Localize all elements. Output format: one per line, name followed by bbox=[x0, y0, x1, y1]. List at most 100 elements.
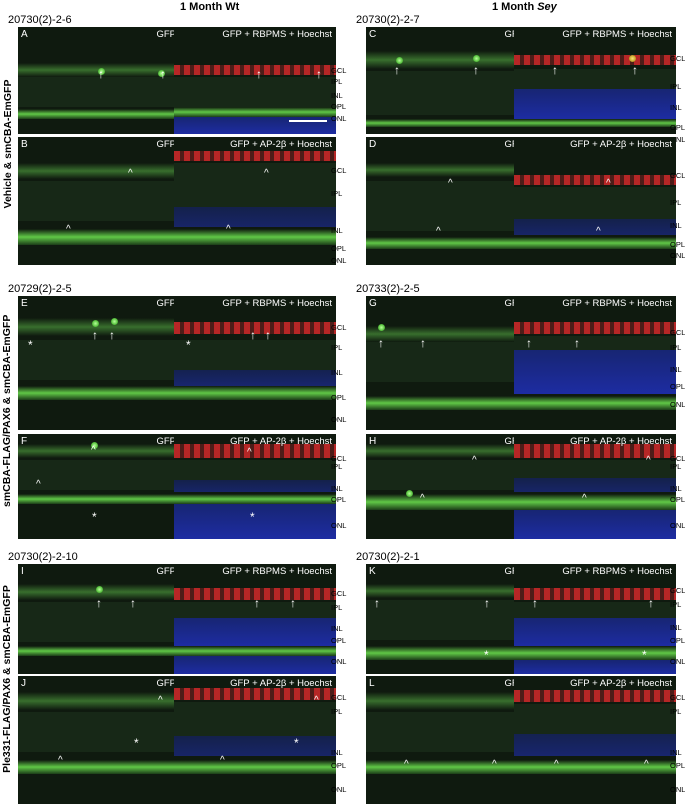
layer-label-inl: INL bbox=[670, 365, 682, 374]
star-marker: * bbox=[294, 736, 299, 750]
layer-label-onl: ONL bbox=[670, 657, 685, 666]
panel-h-merge: ^ ^ GFP + AP-2β + Hoechst bbox=[514, 434, 676, 539]
layer-label-inl: INL bbox=[670, 748, 682, 757]
sample-id-r2-left: 20729(2)-2-5 bbox=[8, 283, 72, 295]
layer-label-opl: OPL bbox=[670, 382, 685, 391]
caret-marker: ^ bbox=[220, 755, 225, 766]
layer-label-gcl: GCL bbox=[331, 323, 347, 332]
channel-label: GFP bbox=[156, 29, 176, 40]
caret-marker: ^ bbox=[420, 493, 425, 504]
layer-label-ipl: IPL bbox=[331, 462, 343, 471]
star-marker: * bbox=[134, 736, 139, 750]
panel-c-gfp: ↑ ↑ C GFP bbox=[366, 27, 528, 134]
arrow-marker: ↑ bbox=[574, 336, 580, 350]
layer-label-inl: INL bbox=[331, 368, 343, 377]
panel-i-gfp: ↑ ↑ I GFP bbox=[18, 564, 180, 674]
layer-labels-k: GCL IPL INL OPL ONL bbox=[670, 587, 685, 671]
layer-labels-g: GCL IPL INL OPL ONL bbox=[670, 329, 685, 427]
layer-label-inl: INL bbox=[670, 623, 682, 632]
channel-label: GFP bbox=[156, 139, 176, 150]
layer-label-gcl: GCL bbox=[331, 693, 347, 702]
arrow-marker: ↑ bbox=[484, 596, 490, 610]
star-marker: * bbox=[28, 338, 33, 352]
column-header-sey-italic: Sey bbox=[537, 1, 557, 13]
layer-label-onl: ONL bbox=[331, 785, 347, 794]
panel-letter: D bbox=[369, 139, 377, 150]
layer-label-onl: ONL bbox=[331, 521, 347, 530]
layer-label-ipl: IPL bbox=[331, 603, 343, 612]
channel-label: GFP + RBPMS + Hoechst bbox=[222, 566, 332, 577]
layer-label-onl: ONL bbox=[670, 400, 685, 409]
panel-letter: E bbox=[21, 298, 28, 309]
arrow-marker: ↑ bbox=[420, 336, 426, 350]
panel-j-merge: ^ ^ * GFP + AP-2β + Hoechst bbox=[174, 676, 336, 804]
layer-label-opl: OPL bbox=[670, 495, 685, 504]
arrow-marker: ↑ bbox=[394, 63, 400, 77]
panel-e-merge: ↑ ↑ * GFP + RBPMS + Hoechst bbox=[174, 296, 336, 430]
sample-id-r1-left: 20730(2)-2-6 bbox=[8, 14, 72, 26]
caret-marker: ^ bbox=[91, 445, 96, 456]
arrow-marker: ↑ bbox=[316, 67, 322, 81]
layer-label-onl: ONL bbox=[670, 251, 685, 260]
panel-f-merge: ^ * GFP + AP-2β + Hoechst bbox=[174, 434, 336, 539]
caret-marker: ^ bbox=[644, 759, 649, 770]
layer-labels-c2: OPL ONL bbox=[670, 124, 685, 146]
panel-l-merge: ^ ^ GFP + AP-2β + Hoechst bbox=[514, 676, 676, 804]
layer-label-onl: ONL bbox=[670, 521, 685, 530]
panel-letter: F bbox=[21, 436, 28, 447]
layer-label-onl: ONL bbox=[331, 256, 347, 265]
layer-label-onl: ONL bbox=[331, 415, 347, 424]
caret-marker: ^ bbox=[66, 224, 71, 235]
layer-label-ipl: IPL bbox=[670, 600, 682, 609]
layer-label-opl: OPL bbox=[331, 393, 347, 402]
channel-label: GFP + AP-2β + Hoechst bbox=[230, 678, 332, 689]
arrow-marker: ↑ bbox=[473, 63, 479, 77]
star-marker: * bbox=[642, 648, 647, 662]
caret-marker: ^ bbox=[226, 224, 231, 235]
layer-label-opl: OPL bbox=[331, 102, 347, 111]
caret-marker: ^ bbox=[58, 755, 63, 766]
panel-letter: J bbox=[21, 678, 26, 689]
channel-label: GFP + AP-2β + Hoechst bbox=[230, 139, 332, 150]
caret-marker: ^ bbox=[582, 493, 587, 504]
panel-a-gfp: ↑ ↑ A GFP bbox=[18, 27, 180, 134]
scale-bar bbox=[289, 120, 327, 122]
arrow-marker: ↑ bbox=[109, 328, 115, 342]
layer-label-inl: INL bbox=[670, 103, 682, 112]
arrow-marker: ↑ bbox=[648, 596, 654, 610]
layer-label-opl: OPL bbox=[670, 761, 685, 770]
layer-labels-c: GCL IPL INL bbox=[670, 55, 685, 117]
layer-label-opl: OPL bbox=[331, 495, 347, 504]
layer-label-gcl: GCL bbox=[670, 54, 685, 63]
layer-labels-l: GCL IPL INL OPL ONL bbox=[670, 694, 685, 804]
panel-b-merge: ^ ^ GFP + AP-2β + Hoechst bbox=[174, 137, 336, 265]
panel-letter: K bbox=[369, 566, 376, 577]
layer-label-gcl: GCL bbox=[331, 454, 347, 463]
arrow-marker: ↑ bbox=[160, 67, 166, 81]
layer-label-gcl: GCL bbox=[331, 166, 347, 175]
arrow-marker: ↑ bbox=[254, 596, 260, 610]
panel-k-gfp: ↑ ↑ * K GFP bbox=[366, 564, 528, 674]
channel-label: GFP + RBPMS + Hoechst bbox=[562, 29, 672, 40]
caret-marker: ^ bbox=[36, 479, 41, 490]
sample-id-r3-right: 20730(2)-2-1 bbox=[356, 551, 420, 563]
caret-marker: ^ bbox=[436, 226, 441, 237]
layer-label-opl: OPL bbox=[331, 244, 347, 253]
layer-label-gcl: GCL bbox=[331, 589, 347, 598]
layer-label-ipl: IPL bbox=[670, 198, 682, 207]
panel-k-merge: ↑ ↑ * GFP + RBPMS + Hoechst bbox=[514, 564, 676, 674]
panel-letter: H bbox=[369, 436, 377, 447]
panel-j-gfp: ^ ^ * J GFP bbox=[18, 676, 180, 804]
column-header-sey: 1 Month Sey bbox=[492, 1, 557, 13]
layer-label-inl: INL bbox=[670, 484, 682, 493]
layer-label-ipl: IPL bbox=[670, 82, 682, 91]
panel-d-merge: ^ ^ GFP + AP-2β + Hoechst bbox=[514, 137, 676, 265]
channel-label: GFP + RBPMS + Hoechst bbox=[562, 566, 672, 577]
channel-label: GFP bbox=[156, 566, 176, 577]
layer-label-ipl: IPL bbox=[670, 343, 682, 352]
row-label-vehicle: Vehicle & smCBA-EmGFP bbox=[2, 79, 14, 209]
sample-id-r1-right: 20730(2)-2-7 bbox=[356, 14, 420, 26]
caret-marker: ^ bbox=[472, 455, 477, 466]
layer-labels-d: GCL IPL INL OPL ONL bbox=[670, 172, 685, 260]
panel-g-merge: ↑ ↑ GFP + RBPMS + Hoechst bbox=[514, 296, 676, 430]
